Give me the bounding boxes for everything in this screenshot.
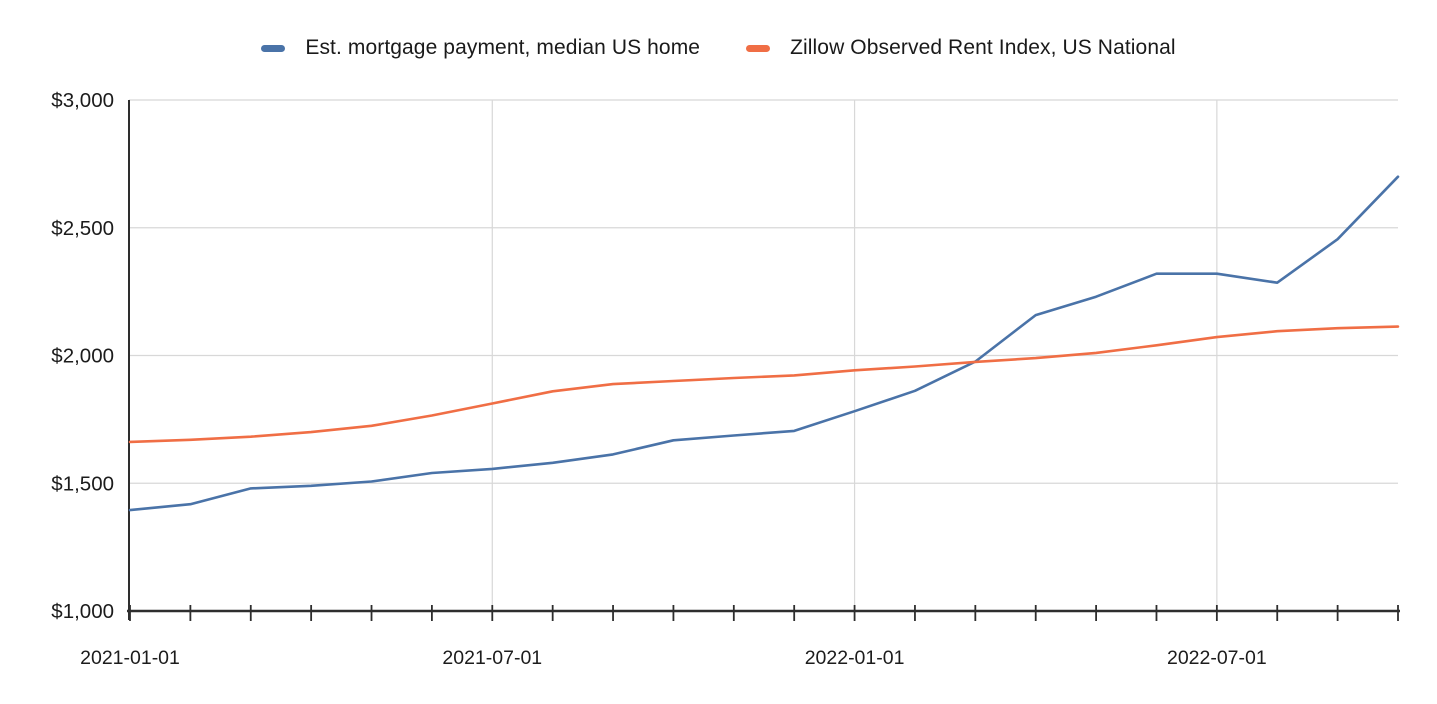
x-axis-tick-label: 2021-07-01	[442, 647, 542, 669]
x-axis-tick-label: 2021-01-01	[80, 647, 180, 669]
legend-item-mortgage: Est. mortgage payment, median US home	[261, 36, 700, 60]
x-axis-tick-label: 2022-01-01	[805, 647, 905, 669]
y-axis-tick-label: $2,500	[51, 217, 114, 240]
legend-swatch	[261, 44, 286, 52]
y-axis-tick-label: $2,000	[51, 345, 114, 368]
y-axis-tick-label: $1,500	[51, 472, 114, 495]
legend-label: Est. mortgage payment, median US home	[305, 36, 701, 59]
legend-item-rent: Zillow Observed Rent Index, US National	[746, 36, 1176, 60]
y-axis-tick-label: $1,000	[51, 600, 114, 623]
x-axis-tick-label: 2022-07-01	[1167, 647, 1267, 669]
legend-swatch	[746, 44, 771, 52]
legend: Est. mortgage payment, median US home Zi…	[0, 0, 1437, 60]
legend-label: Zillow Observed Rent Index, US National	[790, 36, 1176, 59]
y-axis-tick-label: $3,000	[51, 89, 114, 112]
